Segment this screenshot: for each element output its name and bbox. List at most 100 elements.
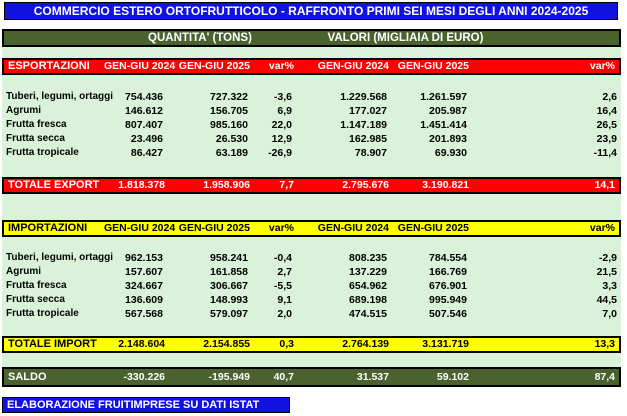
cell-value: 22,0 — [271, 119, 292, 131]
row-label: Tuberi, legumi, ortaggi — [6, 91, 114, 102]
cell-value: 2,6 — [602, 91, 617, 103]
table-row: Agrumi 157.607 161.858 2,7 137.229 166.769 21,… — [2, 265, 621, 279]
cell-value: GEN-GIU 2024 — [104, 222, 176, 234]
cell-value: 474.515 — [349, 308, 387, 320]
cell-value: 306.667 — [210, 280, 248, 292]
cell-value: 12,9 — [271, 133, 292, 145]
cell-value: 654.962 — [349, 280, 387, 292]
table-row: Tuberi, legumi, ortaggi 754.436 727.322 -3,… — [2, 90, 621, 104]
table-body: ESPORTAZIONI GEN-GIU 2024 GEN-GIU 2025 var%… — [2, 47, 621, 367]
cell-value: 23.496 — [130, 133, 163, 145]
cell-value: 69.930 — [434, 147, 467, 159]
cell-value: -195.949 — [208, 371, 250, 383]
cell-value: 23,9 — [596, 133, 617, 145]
cell-value: 137.229 — [349, 266, 387, 278]
cell-value: 807.407 — [125, 119, 163, 131]
table-row: Frutta secca 23.496 26.530 12,9 162.985 201.8… — [2, 132, 621, 146]
cell-value: 31.537 — [356, 371, 389, 383]
cell-value: 40,7 — [273, 371, 294, 383]
cell-value: 16,4 — [596, 105, 617, 117]
cell-value: GEN-GIU 2025 — [397, 222, 469, 234]
table-row: Frutta fresca 324.667 306.667 -5,5 654.962 67… — [2, 279, 621, 293]
table-row: Agrumi 146.612 156.705 6,9 177.027 205.987 16,… — [2, 104, 621, 118]
row-label: Frutta secca — [6, 294, 65, 305]
cell-value: 2.764.139 — [342, 338, 389, 350]
cell-value: 148.993 — [210, 294, 248, 306]
cell-value: 7,0 — [602, 308, 617, 320]
cell-value: 6,9 — [277, 105, 292, 117]
cell-value: -5,5 — [273, 280, 292, 292]
cell-value: -2,9 — [598, 252, 617, 264]
cell-value: -3,6 — [273, 91, 292, 103]
cell-value: 3.131.719 — [422, 338, 469, 350]
spacer — [2, 194, 621, 220]
total-label: TOTALE EXPORT — [8, 179, 100, 191]
cell-value: GEN-GIU 2025 — [397, 60, 469, 72]
row-label: Frutta tropicale — [6, 147, 79, 158]
cell-value: 579.097 — [210, 308, 248, 320]
spacer — [2, 47, 621, 58]
section-label: ESPORTAZIONI — [8, 60, 90, 72]
table-row: Frutta tropicale 567.568 579.097 2,0 474.515… — [2, 307, 621, 321]
cell-value: 87,4 — [594, 371, 615, 383]
cell-value: 1.958.906 — [203, 179, 250, 191]
cell-value: 1.147.189 — [340, 119, 387, 131]
saldo-row: SALDO -330.226 -195.949 40,7 31.537 59.102 87,… — [2, 367, 621, 387]
cell-value: 161.858 — [210, 266, 248, 278]
cell-value: 26.530 — [215, 133, 248, 145]
cell-value: 86.427 — [130, 147, 163, 159]
spacer — [2, 75, 621, 90]
value-group-header: VALORI (MIGLIAIA DI EURO) — [327, 32, 484, 44]
row-label: Agrumi — [6, 105, 41, 116]
cell-value: 0,3 — [279, 338, 294, 350]
trade-table: QUANTITA' (TONS) VALORI (MIGLIAIA DI EUR… — [2, 29, 621, 387]
cell-value: 3.190.821 — [422, 179, 469, 191]
cell-value: -330.226 — [123, 371, 165, 383]
cell-value: 201.893 — [429, 133, 467, 145]
cell-value: 958.241 — [210, 252, 248, 264]
row-label: Frutta fresca — [6, 119, 67, 130]
spacer — [2, 353, 621, 367]
cell-value: 63.189 — [215, 147, 248, 159]
spacer — [2, 321, 621, 336]
cell-value: 676.901 — [429, 280, 467, 292]
cell-value: 177.027 — [349, 105, 387, 117]
cell-value: 3,3 — [602, 280, 617, 292]
cell-value: 146.612 — [125, 105, 163, 117]
row-label: Frutta fresca — [6, 280, 67, 291]
table-row: Tuberi, legumi, ortaggi 962.153 958.241 -0,… — [2, 251, 621, 265]
cell-value: 7,7 — [279, 179, 294, 191]
cell-value: 162.985 — [349, 133, 387, 145]
cell-value: 13,3 — [594, 338, 615, 350]
cell-value: 1.818.378 — [118, 179, 165, 191]
cell-value: var% — [589, 60, 615, 72]
cell-value: 26,5 — [596, 119, 617, 131]
cell-value: 754.436 — [125, 91, 163, 103]
row-label: Tuberi, legumi, ortaggi — [6, 252, 114, 263]
cell-value: 59.102 — [436, 371, 469, 383]
spacer — [2, 237, 621, 251]
cell-value: 2,0 — [277, 308, 292, 320]
cell-value: 44,5 — [596, 294, 617, 306]
source-credit-bar: ELABORAZIONE FRUITIMPRESE SU DATI ISTAT — [2, 397, 290, 413]
cell-value: 689.198 — [349, 294, 387, 306]
export-rows: Tuberi, legumi, ortaggi 754.436 727.322 -3,… — [2, 90, 621, 160]
cell-value: GEN-GIU 2024 — [104, 60, 176, 72]
cell-value: var% — [589, 222, 615, 234]
cell-value: 157.607 — [125, 266, 163, 278]
cell-value: 1.451.414 — [420, 119, 467, 131]
cell-value: 962.153 — [125, 252, 163, 264]
cell-value: 985.160 — [210, 119, 248, 131]
cell-value: 808.235 — [349, 252, 387, 264]
table-row: Frutta fresca 807.407 985.160 22,0 1.147.189… — [2, 118, 621, 132]
cell-value: 727.322 — [210, 91, 248, 103]
cell-value: 324.667 — [125, 280, 163, 292]
cell-value: 21,5 — [596, 266, 617, 278]
cell-value: 156.705 — [210, 105, 248, 117]
cell-value: 784.554 — [429, 252, 467, 264]
cell-value: 567.568 — [125, 308, 163, 320]
table-row: Frutta secca 136.609 148.993 9,1 689.198 995.… — [2, 293, 621, 307]
cell-value: 507.546 — [429, 308, 467, 320]
table-row: Frutta tropicale 86.427 63.189 -26,9 78.907 6… — [2, 146, 621, 160]
